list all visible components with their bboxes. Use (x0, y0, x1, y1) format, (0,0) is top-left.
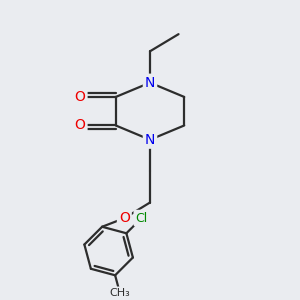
Text: N: N (145, 76, 155, 90)
Text: N: N (145, 133, 155, 147)
Text: Cl: Cl (135, 212, 148, 225)
Text: O: O (119, 211, 130, 225)
Text: O: O (75, 90, 86, 104)
Text: CH₃: CH₃ (110, 288, 130, 298)
Text: O: O (75, 118, 86, 133)
